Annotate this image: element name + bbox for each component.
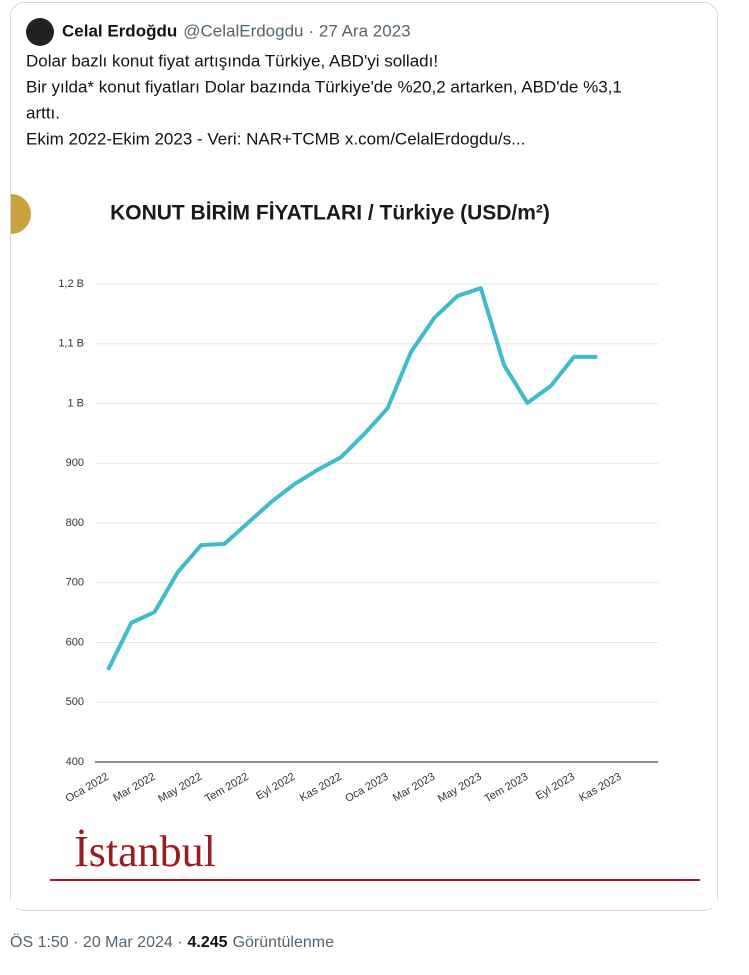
y-tick-label: 600 xyxy=(66,636,84,648)
tweet-text: Dolar bazlı konut fiyat artışında Türkiy… xyxy=(26,51,622,148)
image-bg xyxy=(11,178,717,908)
chart-title: KONUT BİRİM FİYATLARI / Türkiye (USD/m²) xyxy=(110,202,550,225)
y-tick-label: 800 xyxy=(66,517,84,529)
author-name[interactable]: Celal Erdoğdu xyxy=(62,21,177,40)
gold-marker xyxy=(11,194,31,234)
series-line xyxy=(106,286,598,671)
avatar[interactable] xyxy=(26,18,54,46)
y-tick-label: 1 B xyxy=(67,397,84,409)
chart-image: KONUT BİRİM FİYATLARI / Türkiye (USD/m²)… xyxy=(11,178,717,908)
tweet-line: Bir yılda* konut fiyatları Dolar bazında… xyxy=(26,77,622,96)
tweet-line: Dolar bazlı konut fiyat artışında Türkiy… xyxy=(26,51,438,70)
views-label: Görüntülenme xyxy=(233,934,334,951)
y-tick-label: 900 xyxy=(66,457,84,469)
tweet-line: Ekim 2022-Ekim 2023 - Veri: NAR+TCMB x.c… xyxy=(26,129,525,148)
tweet-date[interactable]: · 27 Ara 2023 xyxy=(309,21,411,40)
y-tick-label: 1,1 B xyxy=(58,338,84,350)
y-tick-label: 400 xyxy=(66,756,84,768)
y-tick-label: 500 xyxy=(66,696,84,708)
tweet-line: arttı. xyxy=(26,103,60,122)
y-tick-label: 700 xyxy=(66,577,84,589)
y-tick-label: 1,2 B xyxy=(58,278,84,290)
author-handle[interactable]: @CelalErdogdu xyxy=(183,21,303,40)
views-count: 4.245 xyxy=(188,934,228,951)
footer-time[interactable]: ÖS 1:50 · 20 Mar 2024 · xyxy=(10,933,183,951)
logo: İstanbul xyxy=(74,827,216,876)
